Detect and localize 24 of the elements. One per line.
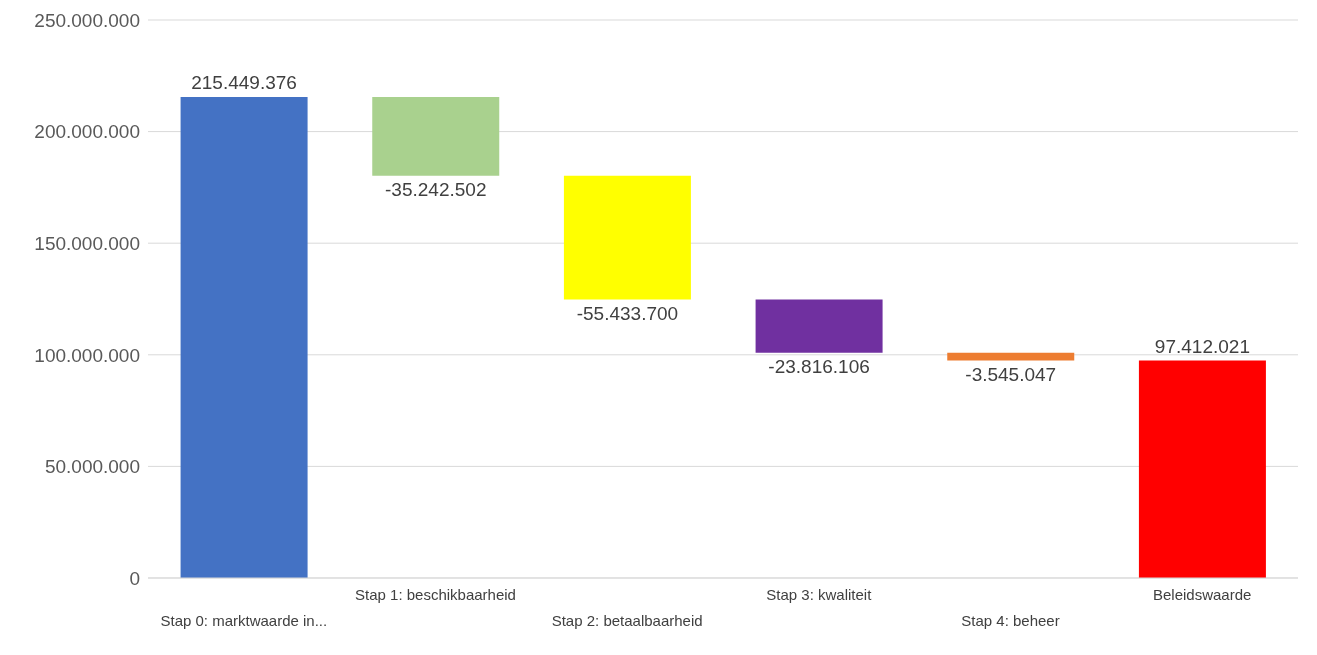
x-tick-label: Beleidswaarde <box>1152 586 1252 603</box>
bar <box>1138 360 1266 578</box>
data-label: 97.412.021 <box>1154 335 1250 357</box>
y-tick-label: 250.000.000 <box>34 9 140 31</box>
data-label: -55.433.700 <box>576 302 679 324</box>
x-tick-label: Stap 0: marktwaarde in... <box>160 612 328 629</box>
bar <box>947 352 1075 361</box>
bar <box>372 97 500 176</box>
y-tick-label: 100.000.000 <box>34 344 140 366</box>
x-tick-label: Stap 4: beheer <box>961 612 1060 629</box>
x-tick-label: Stap 1: beschikbaarheid <box>355 586 516 603</box>
data-label: 215.449.376 <box>191 72 297 94</box>
bar <box>180 97 308 578</box>
y-tick-label: 200.000.000 <box>34 121 140 143</box>
data-label: -35.242.502 <box>385 178 487 200</box>
bar <box>755 299 883 353</box>
data-label: -3.545.047 <box>965 363 1057 385</box>
y-tick-label: 150.000.000 <box>34 232 140 254</box>
y-tick-label: 50.000.000 <box>44 456 140 478</box>
y-tick-label: 0 <box>129 567 140 589</box>
bar <box>563 175 691 300</box>
x-tick-label: Stap 2: betaalbaarheid <box>551 612 703 629</box>
data-label: -23.816.106 <box>768 355 870 377</box>
x-tick-label: Stap 3: kwaliteit <box>766 586 873 603</box>
